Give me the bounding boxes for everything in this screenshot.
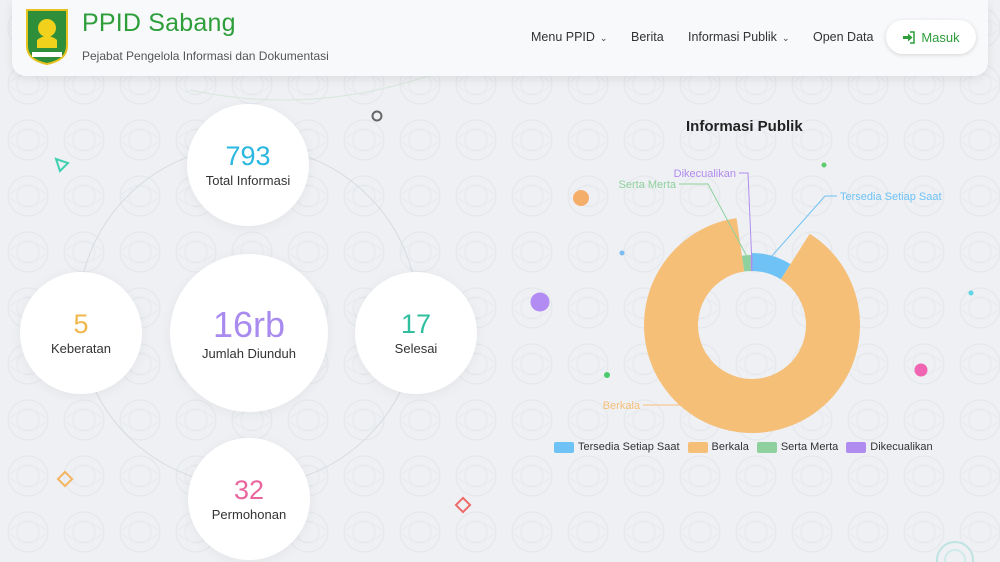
donut-slice[interactable] [750, 254, 753, 272]
nav-berita[interactable]: Berita [631, 30, 664, 44]
stat-total-label: Total Informasi [205, 173, 291, 189]
stat-completed-value: 17 [400, 308, 432, 339]
stat-keberatan: 5 Keberatan [20, 272, 142, 394]
deco-ring [371, 110, 383, 122]
deco-dot [619, 250, 625, 256]
legend-swatch [756, 441, 777, 453]
stat-permohonan: 32 Permohonan [188, 438, 310, 560]
label-leader-line [771, 195, 837, 257]
login-button[interactable]: Masuk [886, 20, 976, 54]
legend-swatch [554, 441, 574, 453]
deco-dot [914, 363, 928, 377]
label-leader-line [679, 183, 747, 256]
stat-jumlah-diunduh: 16rb Jumlah Diunduh [170, 254, 328, 412]
chart-legend: Tersedia Setiap Saat Berkala Serta Merta… [554, 441, 933, 453]
chart-title: Informasi Publik [686, 118, 803, 135]
sabang-logo[interactable] [24, 8, 70, 66]
deco-dot [968, 290, 974, 296]
legend-item-serta-merta[interactable]: Serta Merta [756, 441, 838, 453]
slice-label: Serta Merta [619, 179, 677, 191]
donut-slice[interactable] [752, 253, 791, 280]
deco-dot [573, 190, 589, 206]
slice-label: Tersedia Setiap Saat [840, 191, 942, 203]
nav-informasi-publik[interactable]: Informasi Publik ⌄ [688, 30, 790, 44]
nav-menu-ppid[interactable]: Menu PPID ⌄ [531, 30, 608, 44]
stat-requests-value: 32 [233, 474, 265, 505]
slice-label: Dikecualikan [674, 168, 736, 180]
slice-label: Berkala [603, 400, 641, 412]
stat-total-value: 793 [225, 140, 271, 171]
stat-downloads-label: Jumlah Diunduh [202, 346, 296, 362]
donut-chart: Tersedia Setiap Saat Berkala Serta MertaDi… [603, 168, 942, 433]
legend-item-berkala[interactable]: Berkala [687, 441, 749, 453]
stat-downloads-value: 16rb [212, 303, 286, 345]
deco-diamond [56, 470, 74, 488]
stat-completed-label: Selesai [394, 341, 438, 357]
deco-dot [821, 162, 827, 168]
stat-objections-label: Keberatan [51, 341, 111, 357]
legend-item-dikecualikan[interactable]: Dikecualikan [846, 441, 933, 453]
donut-slice[interactable] [741, 255, 751, 272]
stat-total-informasi: 793 Total Informasi [187, 104, 309, 226]
stat-requests-label: Permohonan [211, 507, 287, 523]
label-leader-line [643, 404, 730, 432]
legend-swatch [687, 441, 708, 453]
deco-triangle [54, 157, 70, 173]
donut-slice[interactable] [643, 218, 860, 433]
top-navbar: PPID Sabang Pejabat Pengelola Informasi … [12, 0, 988, 76]
site-subtitle: Pejabat Pengelola Informasi dan Dokument… [82, 49, 329, 63]
label-leader-line [739, 172, 753, 256]
chevron-down-icon: ⌄ [781, 33, 790, 43]
nav-open-data[interactable]: Open Data [813, 30, 874, 44]
deco-diamond [454, 496, 472, 514]
chevron-down-icon: ⌄ [599, 33, 608, 43]
legend-item-tersedia[interactable]: Tersedia Setiap Saat [554, 441, 680, 453]
stat-selesai: 17 Selesai [355, 272, 477, 394]
legend-swatch [846, 441, 867, 453]
sign-in-icon [903, 30, 916, 44]
stat-objections-value: 5 [73, 308, 89, 339]
deco-dot [530, 292, 550, 312]
site-title[interactable]: PPID Sabang [82, 9, 236, 37]
deco-dot [604, 372, 610, 378]
